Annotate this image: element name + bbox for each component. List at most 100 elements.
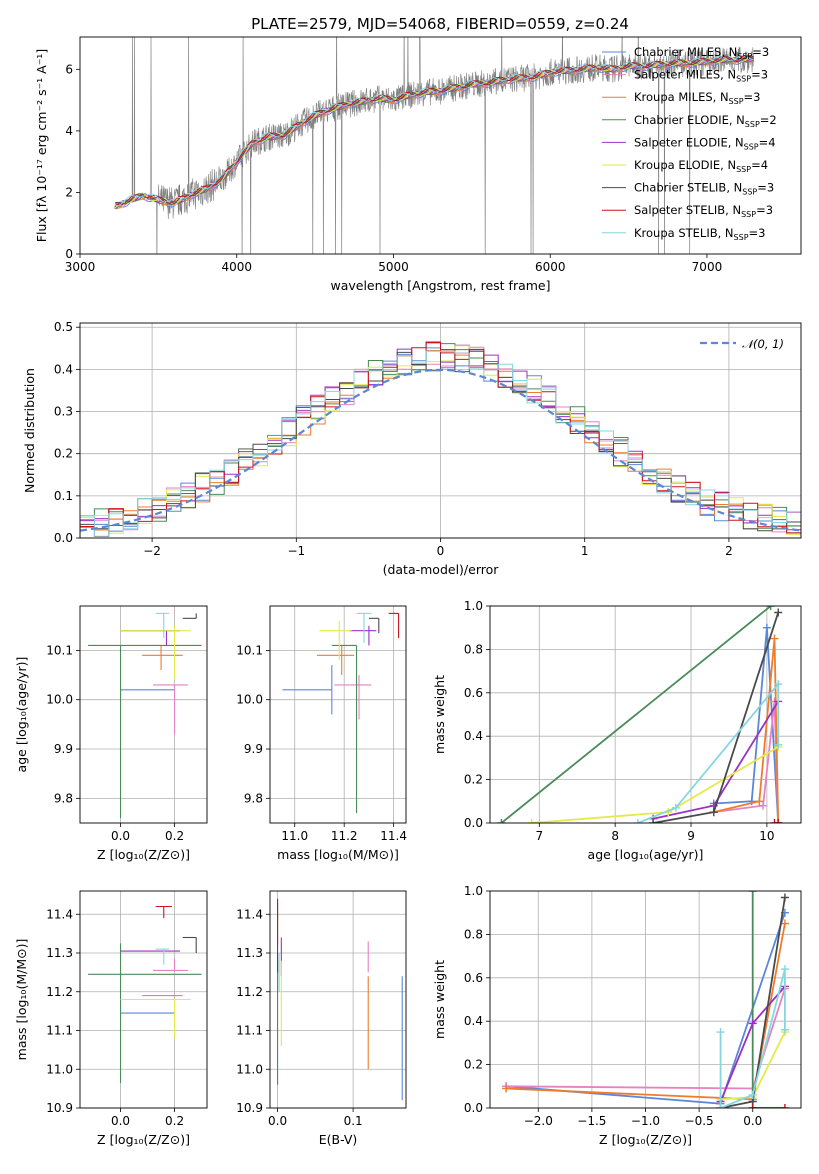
mass-weight-marker bbox=[774, 740, 783, 749]
mass-weight-marker bbox=[774, 608, 783, 617]
y-tick-label: 11.3 bbox=[46, 946, 73, 960]
model-fit-line bbox=[115, 54, 754, 207]
legend-value: =3 bbox=[749, 226, 766, 240]
plot-frame bbox=[489, 605, 802, 824]
y-tick-label: 1.0 bbox=[464, 599, 483, 613]
x-tick-label: 7000 bbox=[692, 260, 723, 274]
y-tick-label: 11.3 bbox=[236, 946, 263, 960]
y-tick-label: 0.2 bbox=[54, 447, 73, 461]
mass-weight-line bbox=[531, 746, 779, 823]
mass-weight-marker bbox=[780, 919, 789, 928]
y-tick-label: 11.2 bbox=[46, 985, 73, 999]
x-tick-label: 0 bbox=[437, 544, 445, 558]
mass-weight-marker bbox=[770, 819, 779, 823]
y-tick-label: 9.8 bbox=[244, 791, 263, 805]
x-tick-label: 11.4 bbox=[380, 829, 407, 843]
x-tick-label: 0.0 bbox=[111, 1114, 130, 1128]
y-tick-label: 0.4 bbox=[54, 362, 73, 376]
y-tick-label: 9.9 bbox=[54, 742, 73, 756]
age-vs-metallicity-panel: 0.0 0.2 9.8 9.9 10.0 10.1 Z [log₁₀(Z/Z⊙)] age [… bbox=[14, 605, 208, 862]
mass-weight-line bbox=[637, 681, 780, 823]
plot-frame bbox=[79, 322, 802, 539]
x-tick-label: 4000 bbox=[221, 260, 252, 274]
x-tick-label: 0.2 bbox=[165, 829, 184, 843]
legend-label: Chabrier MILES, NSSP=3 bbox=[634, 45, 769, 61]
histogram-steps bbox=[80, 341, 801, 538]
y-tick-label: 11.1 bbox=[236, 1024, 263, 1038]
spectrum-panel: 3000 4000 5000 6000 7000 0 2 4 6 wavelength [Angs… bbox=[34, 36, 802, 293]
x-axis-label: Z [log₁₀(Z/Z⊙)] bbox=[97, 847, 190, 862]
mass-weight-marker bbox=[774, 680, 783, 689]
legend-label: 𝒩(0, 1) bbox=[742, 337, 784, 351]
x-tick-label: −1 bbox=[287, 544, 305, 558]
mass-weight-marker bbox=[748, 1104, 757, 1108]
x-tick-label: 11.0 bbox=[281, 829, 308, 843]
y-tick-label: 10.0 bbox=[236, 693, 263, 707]
mass-weight-marker bbox=[748, 1090, 757, 1099]
mass-weight-marker bbox=[774, 819, 783, 823]
x-tick-label: 9 bbox=[687, 829, 695, 843]
legend-subscript: SSP bbox=[734, 233, 749, 242]
legend-subscript: SSP bbox=[736, 165, 751, 174]
model-fit-line bbox=[115, 55, 754, 205]
y-tick-label: 11.0 bbox=[236, 1062, 263, 1076]
x-tick-label: 7 bbox=[535, 829, 543, 843]
y-tick-label: 9.9 bbox=[244, 742, 263, 756]
x-tick-label: 0.0 bbox=[111, 829, 130, 843]
y-axis-label: Normed distribution bbox=[22, 368, 37, 493]
legend-value: =3 bbox=[752, 45, 769, 59]
mass-weight-marker bbox=[780, 1025, 789, 1034]
legend-subscript: SSP bbox=[741, 210, 756, 219]
mass-weight-marker bbox=[762, 623, 771, 632]
y-tick-label: 2 bbox=[65, 185, 73, 199]
x-tick-label: 10 bbox=[759, 829, 774, 843]
x-tick-label: 2 bbox=[725, 544, 733, 558]
mass-weight-marker bbox=[780, 1104, 789, 1108]
gaussian-curve bbox=[80, 368, 801, 532]
y-axis-label: mass weight bbox=[432, 960, 447, 1039]
mass-weight-marker bbox=[748, 891, 757, 895]
legend-subscript: SSP bbox=[744, 142, 759, 151]
mass-weight-marker bbox=[755, 797, 764, 806]
legend-value: =2 bbox=[760, 113, 777, 127]
x-tick-label: 0.2 bbox=[165, 1114, 184, 1128]
legend-subscript: SSP bbox=[736, 75, 751, 84]
age-vs-mass-panel: 11.0 11.2 11.4 9.8 9.9 10.0 10.1 mass [log₁₀(M/… bbox=[236, 605, 407, 862]
y-tick-label: 1.0 bbox=[464, 884, 483, 898]
x-tick-label: 6000 bbox=[535, 260, 566, 274]
y-tick-label: 0.6 bbox=[464, 686, 483, 700]
legend-label: Chabrier ELODIE, NSSP=2 bbox=[634, 113, 777, 129]
mass-weight-vs-metallicity-panel: −2.0 −1.5 −1.0 −0.5 0.0 0.0 0.2 0.4 0.6 0.8 1.0 Z [… bbox=[432, 884, 802, 1147]
mass-vs-metallicity-panel: 0.0 0.2 10.9 11.0 11.1 11.2 11.3 11.4 Z [log₁₀(Z… bbox=[14, 890, 208, 1147]
residual-histogram-line bbox=[80, 350, 801, 537]
y-tick-label: 10.0 bbox=[46, 693, 73, 707]
mass-weight-marker bbox=[671, 803, 680, 812]
legend-subscript: SSP bbox=[742, 188, 757, 197]
mass-weight-marker bbox=[770, 634, 779, 643]
legend-label: Kroupa ELODIE, NSSP=4 bbox=[634, 158, 768, 174]
y-tick-label: 0.6 bbox=[464, 971, 483, 985]
y-tick-label: 11.0 bbox=[46, 1062, 73, 1076]
mass-weight-marker bbox=[766, 606, 775, 610]
y-tick-label: 0.1 bbox=[54, 489, 73, 503]
mass-weight-marker bbox=[759, 801, 768, 810]
mass-weight-marker bbox=[780, 965, 789, 974]
plot-frame bbox=[79, 36, 802, 255]
legend-subscript: SSP bbox=[729, 97, 744, 106]
y-tick-label: 0.0 bbox=[464, 1101, 483, 1115]
legend-label: Kroupa STELIB, NSSP=3 bbox=[634, 226, 765, 242]
mass-weight-marker bbox=[716, 1104, 725, 1108]
y-tick-label: 0.2 bbox=[464, 773, 483, 787]
mass-weight-marker bbox=[709, 808, 718, 817]
x-axis-label: Z [log₁₀(Z/Z⊙)] bbox=[97, 1132, 190, 1147]
x-tick-label: 0.0 bbox=[268, 1114, 287, 1128]
x-tick-label: −2 bbox=[143, 544, 161, 558]
y-axis-label: age [log₁₀(age/yr)] bbox=[14, 657, 29, 773]
mass-weight-marker bbox=[716, 1028, 725, 1037]
mass-weight-marker bbox=[748, 1019, 757, 1028]
x-tick-label: −1.5 bbox=[577, 1114, 606, 1128]
x-tick-label: 11.2 bbox=[331, 829, 358, 843]
x-tick-label: 1 bbox=[581, 544, 589, 558]
legend-value: =3 bbox=[756, 203, 773, 217]
model-fit-line bbox=[115, 55, 754, 206]
